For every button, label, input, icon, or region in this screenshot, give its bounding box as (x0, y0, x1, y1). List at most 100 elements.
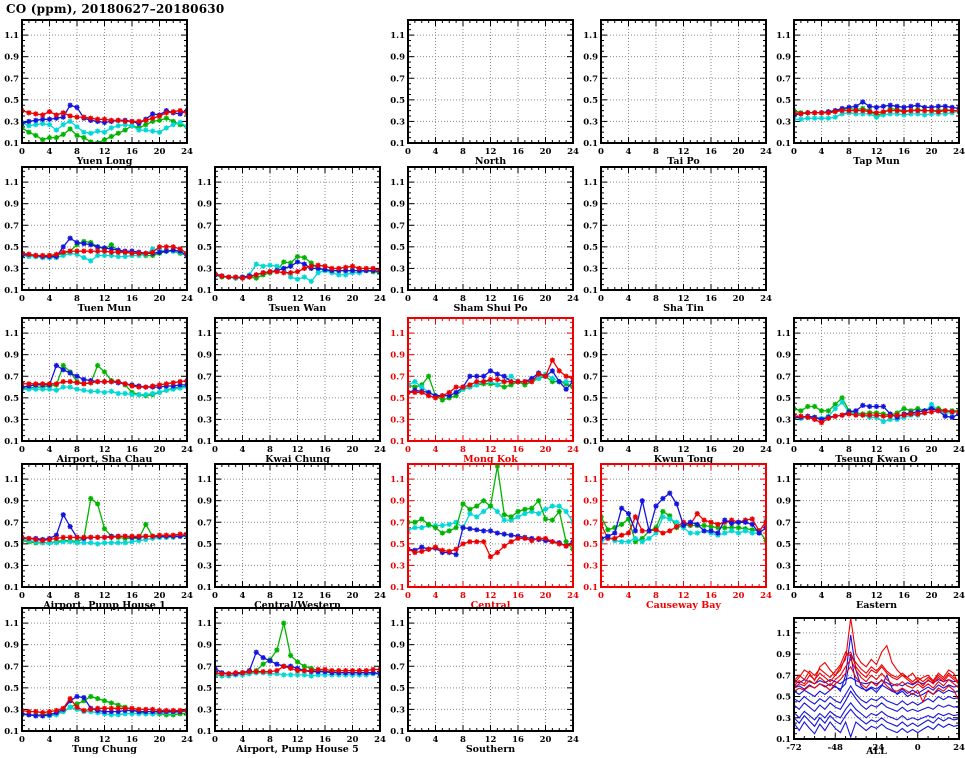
chart-canvas-tap-mun: 0.1 0.3 0.5 0.7 0.9 1.1 0 4 8 12 16 20 24 Tap Mun (776, 19, 965, 167)
svg-text:8: 8 (460, 147, 466, 157)
svg-text:0.7: 0.7 (4, 221, 19, 231)
gridlines (793, 318, 960, 442)
svg-text:0.7: 0.7 (4, 74, 19, 84)
svg-text:24: 24 (760, 147, 772, 157)
svg-text:0.3: 0.3 (4, 264, 19, 274)
chart-title: Airport, Sha Chau (56, 454, 153, 464)
chart-canvas-airport-pump-house-5: 0.1 0.3 0.5 0.7 0.9 1.1 0 4 8 12 16 20 24 Airport, Pu… (197, 607, 386, 755)
svg-text:1.1: 1.1 (4, 178, 19, 188)
svg-text:12: 12 (678, 445, 690, 455)
svg-text:4: 4 (819, 147, 825, 157)
svg-text:20: 20 (733, 294, 745, 304)
svg-text:8: 8 (74, 591, 80, 601)
svg-text:0.9: 0.9 (4, 53, 19, 63)
plot-box (793, 617, 960, 740)
svg-text:0.3: 0.3 (197, 705, 212, 715)
svg-text:0.9: 0.9 (197, 351, 212, 361)
chart-title: North (475, 156, 506, 166)
tick-labels: 0.1 0.3 0.5 0.7 0.9 1.1 0 4 8 12 16 20 24 (390, 475, 579, 601)
svg-text:4: 4 (240, 735, 246, 745)
svg-text:0.3: 0.3 (4, 415, 19, 425)
svg-text:0.3: 0.3 (776, 415, 791, 425)
svg-text:0.5: 0.5 (390, 243, 405, 253)
chart-canvas-tuen-mun: 0.1 0.3 0.5 0.7 0.9 1.1 0 4 8 12 16 20 24 Tuen Mun (4, 166, 193, 314)
svg-text:0.7: 0.7 (197, 662, 212, 672)
svg-text:0.5: 0.5 (4, 243, 19, 253)
svg-text:0.7: 0.7 (197, 372, 212, 382)
svg-text:12: 12 (292, 445, 304, 455)
svg-text:16: 16 (126, 445, 138, 455)
tick-labels: 0.1 0.3 0.5 0.7 0.9 1.1 -72 -48 -24 0 24 (776, 629, 965, 753)
chart-tai-po: 0.1 0.3 0.5 0.7 0.9 1.1 0 4 8 12 16 20 24 Tai Po (579, 14, 772, 167)
page-title: CO (ppm), 20180627–20180630 (6, 2, 225, 16)
chart-canvas-airport-sha-chau: 0.1 0.3 0.5 0.7 0.9 1.1 0 4 8 12 16 20 24 Airport, Sh… (4, 317, 193, 465)
svg-text:0.1: 0.1 (583, 286, 598, 296)
chart-kwun-tong: 0.1 0.3 0.5 0.7 0.9 1.1 0 4 8 12 16 20 24 Kwun Tong (579, 312, 772, 465)
gridlines (407, 167, 574, 291)
svg-text:0.9: 0.9 (390, 497, 405, 507)
chart-tsuen-wan: 0.1 0.3 0.5 0.7 0.9 1.1 0 4 8 12 16 20 24 Tsuen Wan (193, 161, 386, 314)
svg-text:24: 24 (181, 294, 193, 304)
svg-text:1.1: 1.1 (390, 475, 405, 485)
chart-title: Sham Shui Po (453, 303, 527, 313)
svg-text:0: 0 (19, 445, 25, 455)
svg-text:8: 8 (653, 294, 659, 304)
svg-text:12: 12 (871, 591, 883, 601)
svg-text:0.7: 0.7 (776, 74, 791, 84)
svg-text:4: 4 (819, 591, 825, 601)
svg-text:8: 8 (267, 735, 273, 745)
svg-text:0.7: 0.7 (776, 372, 791, 382)
svg-text:16: 16 (512, 445, 524, 455)
chart-title: Eastern (856, 600, 897, 610)
chart-canvas-yuen-long: 0.1 0.3 0.5 0.7 0.9 1.1 0 4 8 12 16 20 24 Yuen Long (4, 19, 193, 167)
svg-text:1.1: 1.1 (776, 629, 791, 639)
tick-labels: 0.1 0.3 0.5 0.7 0.9 1.1 0 4 8 12 16 20 24 (4, 31, 193, 157)
plot-box (600, 19, 767, 144)
svg-text:16: 16 (898, 591, 910, 601)
chart-all: 0.1 0.3 0.5 0.7 0.9 1.1 -72 -48 -24 0 24 ALL (772, 602, 965, 757)
gridlines (214, 318, 381, 442)
plot-box (407, 607, 574, 732)
chart-title: Kwai Chung (265, 454, 330, 464)
chart-title: Kwun Tong (654, 454, 714, 464)
svg-text:16: 16 (705, 591, 717, 601)
svg-text:4: 4 (47, 147, 53, 157)
svg-text:8: 8 (74, 294, 80, 304)
svg-text:0.5: 0.5 (197, 540, 212, 550)
svg-text:0.1: 0.1 (583, 139, 598, 149)
chart-title: Sha Tin (663, 303, 704, 313)
svg-text:4: 4 (626, 147, 632, 157)
tick-labels: 0.1 0.3 0.5 0.7 0.9 1.1 0 4 8 12 16 20 24 (4, 619, 193, 745)
tick-labels: 0.1 0.3 0.5 0.7 0.9 1.1 0 4 8 12 16 20 24 (197, 619, 386, 745)
chart-canvas-all: 0.1 0.3 0.5 0.7 0.9 1.1 -72 -48 -24 0 24 ALL (776, 617, 965, 757)
chart-title: Central (471, 600, 511, 610)
tick-labels: 0.1 0.3 0.5 0.7 0.9 1.1 0 4 8 12 16 20 24 (776, 475, 965, 601)
svg-text:0.9: 0.9 (390, 641, 405, 651)
chart-canvas-kwun-tong: 0.1 0.3 0.5 0.7 0.9 1.1 0 4 8 12 16 20 24 Kwun Tong (583, 317, 772, 465)
gridlines (600, 167, 767, 291)
svg-text:12: 12 (485, 735, 497, 745)
chart-canvas-tseung-kwan-o: 0.1 0.3 0.5 0.7 0.9 1.1 0 4 8 12 16 20 24 Tseung Kwan… (776, 317, 965, 465)
svg-text:20: 20 (926, 445, 938, 455)
svg-text:20: 20 (926, 591, 938, 601)
svg-text:8: 8 (846, 591, 852, 601)
svg-text:0: 0 (405, 294, 411, 304)
plot-box (793, 19, 960, 144)
chart-canvas-causeway-bay: 0.1 0.3 0.5 0.7 0.9 1.1 0 4 8 12 16 20 24 Causeway Ba… (583, 463, 772, 611)
series-red (21, 244, 188, 259)
svg-text:24: 24 (374, 294, 386, 304)
svg-text:8: 8 (653, 147, 659, 157)
chart-canvas-airport-pump-house-1: 0.1 0.3 0.5 0.7 0.9 1.1 0 4 8 12 16 20 24 Airport, Pu… (4, 463, 193, 611)
svg-text:4: 4 (47, 591, 53, 601)
tick-labels: 0.1 0.3 0.5 0.7 0.9 1.1 0 4 8 12 16 20 24 (4, 475, 193, 601)
gridlines (407, 20, 574, 144)
svg-text:16: 16 (512, 735, 524, 745)
svg-text:0: 0 (212, 445, 218, 455)
svg-text:4: 4 (433, 294, 439, 304)
chart-tuen-mun: 0.1 0.3 0.5 0.7 0.9 1.1 0 4 8 12 16 20 24 Tuen Mun (0, 161, 193, 314)
chart-title: Causeway Bay (646, 600, 721, 610)
svg-text:0.7: 0.7 (390, 662, 405, 672)
svg-text:0.1: 0.1 (776, 139, 791, 149)
plot-box (407, 317, 574, 442)
